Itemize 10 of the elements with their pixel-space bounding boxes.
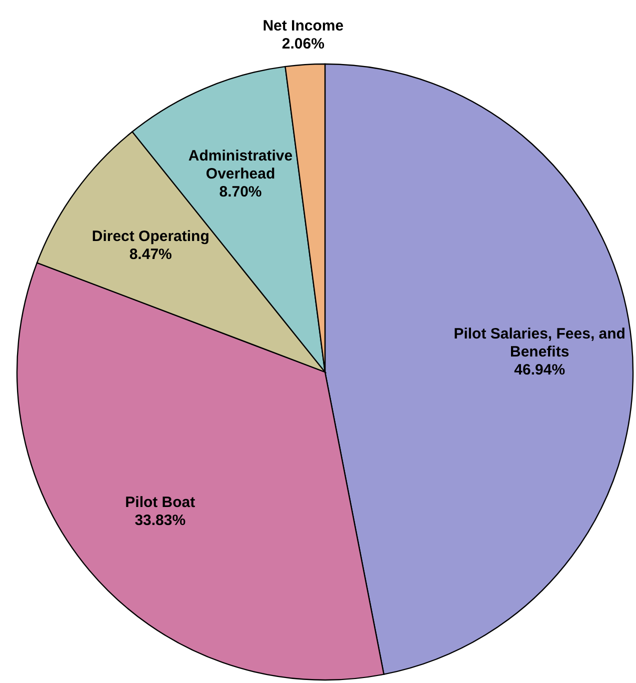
data-label: 33.83% (134, 512, 186, 529)
data-label: 8.70% (219, 184, 262, 201)
data-label: 8.47% (129, 246, 172, 264)
slice-label: Pilot Boat (125, 494, 196, 511)
slice-label: Net Income (262, 18, 344, 35)
slice-label: Direct Operating (92, 228, 210, 246)
data-label: 2.06% (282, 36, 324, 53)
data-label: 46.94% (514, 361, 566, 378)
slice-label: Pilot Salaries, Fees, and Benefits (454, 325, 626, 360)
slice-label: Administrative Overhead (188, 148, 293, 183)
